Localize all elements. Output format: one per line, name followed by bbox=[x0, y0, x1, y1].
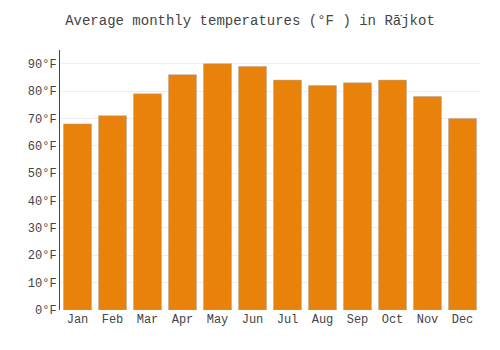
svg-text:Feb: Feb bbox=[102, 313, 124, 327]
svg-text:90°F: 90°F bbox=[28, 58, 57, 72]
svg-text:Mar: Mar bbox=[137, 313, 159, 327]
svg-text:Jul: Jul bbox=[277, 313, 299, 327]
svg-text:70°F: 70°F bbox=[28, 113, 57, 127]
svg-text:40°F: 40°F bbox=[28, 195, 57, 209]
svg-text:Jun: Jun bbox=[242, 313, 264, 327]
svg-text:Jan: Jan bbox=[67, 313, 89, 327]
svg-text:50°F: 50°F bbox=[28, 167, 57, 181]
svg-text:Sep: Sep bbox=[347, 313, 369, 327]
svg-text:Average monthly temperatures (: Average monthly temperatures (°F ) in Rā… bbox=[65, 13, 435, 29]
svg-text:30°F: 30°F bbox=[28, 222, 57, 236]
svg-text:Apr: Apr bbox=[172, 313, 194, 327]
svg-text:Dec: Dec bbox=[452, 313, 474, 327]
svg-text:80°F: 80°F bbox=[28, 85, 57, 99]
svg-text:Nov: Nov bbox=[417, 313, 439, 327]
svg-text:10°F: 10°F bbox=[28, 277, 57, 291]
svg-text:20°F: 20°F bbox=[28, 249, 57, 263]
svg-text:Aug: Aug bbox=[312, 313, 334, 327]
svg-text:Oct: Oct bbox=[382, 313, 404, 327]
svg-text:May: May bbox=[207, 313, 229, 327]
svg-text:0°F: 0°F bbox=[35, 304, 57, 318]
svg-text:60°F: 60°F bbox=[28, 140, 57, 154]
